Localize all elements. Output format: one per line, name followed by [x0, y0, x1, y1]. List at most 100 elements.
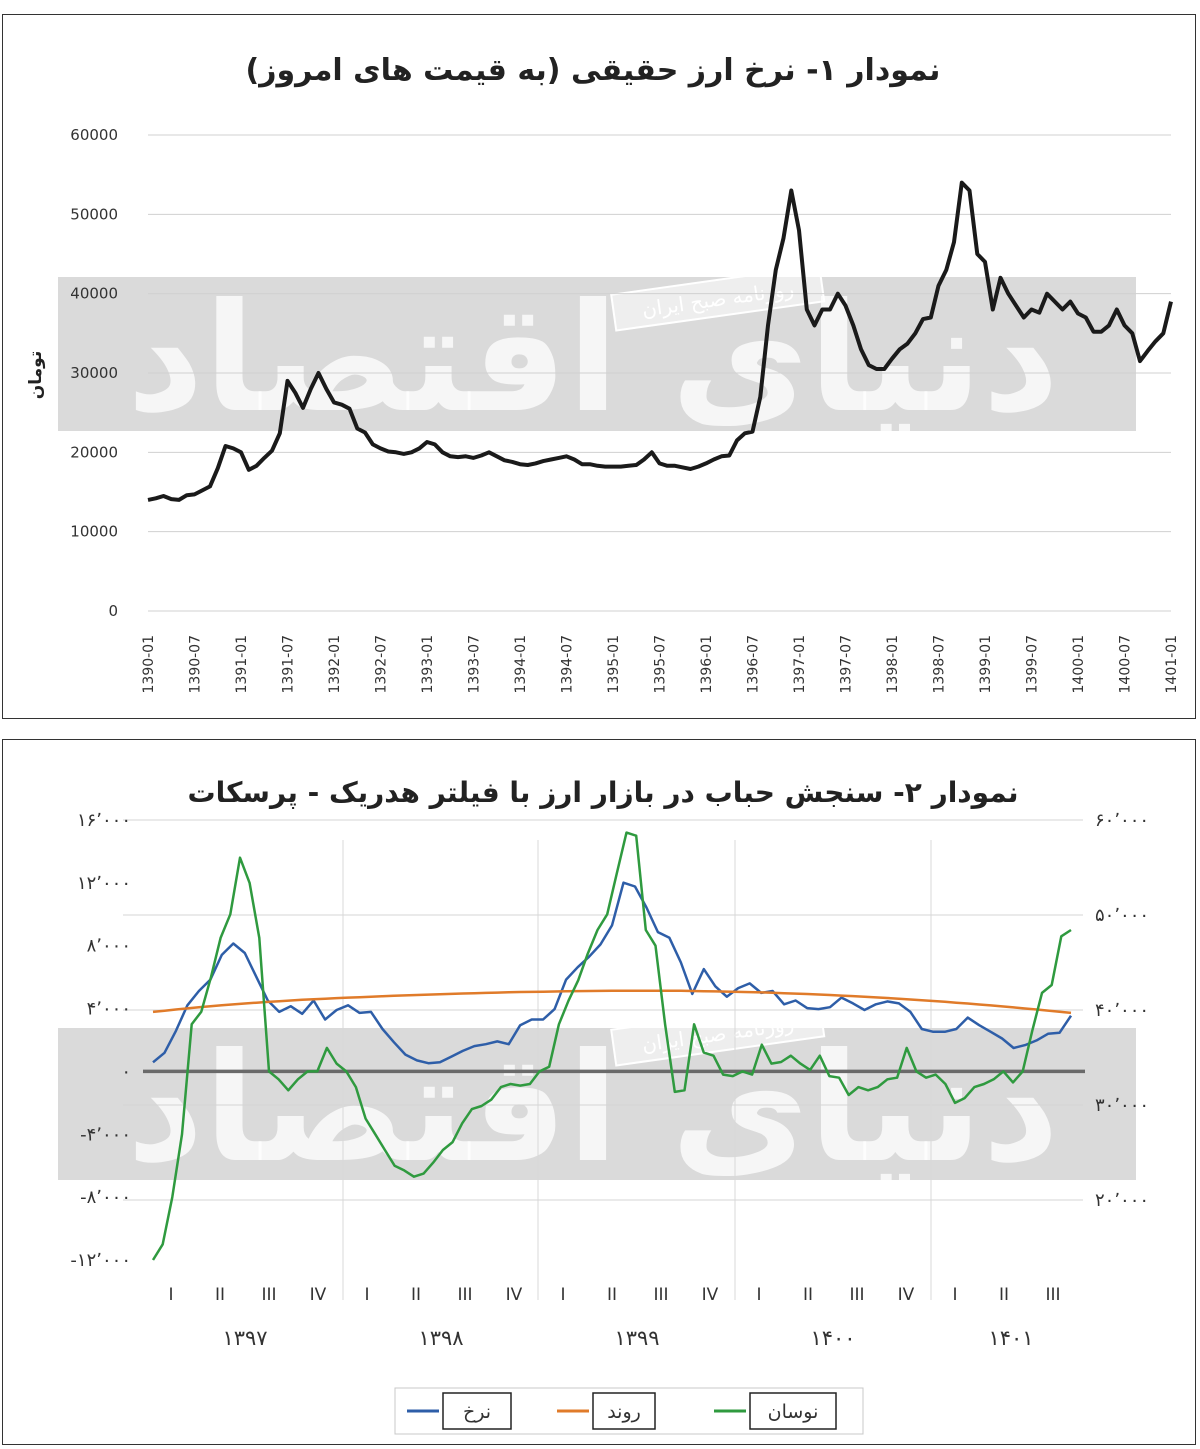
- x-tick-label: 1390-07: [188, 635, 204, 694]
- series-line-real-rate: [147, 180, 1173, 502]
- quarter-label: I: [168, 1285, 173, 1305]
- left-tick-label: -۱۲٬۰۰۰: [70, 1250, 131, 1271]
- chart-title: نمودار ۲- سنجش حباب در بازار ارز با فیلت…: [187, 776, 1018, 809]
- x-axis-ticks: 1390-01 1390-07 1391-01 1391-07 1392-01 1392-…: [141, 635, 1180, 694]
- right-tick-label: ۶۰٬۰۰۰: [1095, 810, 1149, 831]
- watermark-brand: دنیای اقتصاد: [127, 272, 1060, 446]
- quarter-label: IV: [506, 1285, 523, 1305]
- series-line-روند: [152, 989, 1072, 1015]
- watermark-band: [58, 1028, 1136, 1180]
- y-tick-label: 50000: [70, 205, 118, 223]
- x-tick-label: 1399-01: [978, 635, 994, 694]
- quarter-label: I: [560, 1285, 565, 1305]
- x-tick-label: 1395-07: [653, 635, 669, 694]
- left-tick-label: ۰: [121, 1061, 131, 1082]
- x-tick-label: 1392-07: [374, 635, 390, 694]
- left-axis-ticks: -۱۲٬۰۰۰ -۸٬۰۰۰ -۴٬۰۰۰ ۰ ۴٬۰۰۰ ۸٬۰۰۰ ۱۲٬۰۰۰ ۱۶٬۰…: [70, 810, 131, 1271]
- x-tick-label: 1394-01: [513, 635, 529, 694]
- watermark-brand: دنیای اقتصاد: [127, 1022, 1060, 1196]
- right-axis-ticks: ۲۰٬۰۰۰ ۳۰٬۰۰۰ ۴۰٬۰۰۰ ۵۰٬۰۰۰ ۶۰٬۰۰۰: [1095, 810, 1149, 1211]
- watermark: دنیای اقتصاد روزنامه صبح ایران: [58, 264, 1136, 446]
- quarter-label: II: [411, 1285, 421, 1305]
- y-tick-label: 40000: [70, 285, 118, 303]
- quarter-label: II: [999, 1285, 1009, 1305]
- year-label: ۱۳۹۸: [418, 1326, 463, 1350]
- x-tick-label: 1392-01: [327, 635, 343, 694]
- x-tick-label: 1398-07: [932, 635, 948, 694]
- year-label: ۱۳۹۹: [614, 1326, 659, 1350]
- quarter-label: III: [849, 1285, 864, 1305]
- y-axis-label: تومان: [26, 351, 46, 399]
- legend-label: نرخ: [463, 1401, 491, 1423]
- series-group: [151, 831, 1073, 1261]
- quarter-label: III: [653, 1285, 668, 1305]
- year-label: ۱۴۰۱: [988, 1326, 1033, 1350]
- series-group: [147, 180, 1173, 502]
- legend-box: [592, 1392, 656, 1430]
- gridlines: [123, 819, 1085, 1300]
- y-axis-ticks: 0 10000 20000 30000 40000 50000 60000: [70, 126, 118, 620]
- quarter-label: I: [756, 1285, 761, 1305]
- left-tick-label: ۸٬۰۰۰: [87, 936, 131, 957]
- x-tick-label: 1397-01: [792, 635, 808, 694]
- x-tick-label: 1396-07: [746, 635, 762, 694]
- x-tick-label: 1399-07: [1025, 635, 1041, 694]
- quarter-label: III: [1045, 1285, 1060, 1305]
- bubble-hp-filter-chart: دنیای اقتصاد روزنامه صبح ایران نمودار ۲-…: [58, 776, 1149, 1435]
- right-tick-label: ۴۰٬۰۰۰: [1095, 1000, 1149, 1021]
- quarter-label: II: [215, 1285, 225, 1305]
- right-tick-label: ۲۰٬۰۰۰: [1095, 1190, 1149, 1211]
- legend-label: نوسان: [768, 1401, 819, 1423]
- quarter-label: III: [261, 1285, 276, 1305]
- x-tick-label: 1400-01: [1071, 635, 1087, 694]
- x-tick-label: 1397-07: [839, 635, 855, 694]
- left-tick-label: -۸٬۰۰۰: [80, 1187, 131, 1208]
- series-line-نرخ: [152, 881, 1073, 1065]
- watermark: دنیای اقتصاد روزنامه صبح ایران: [58, 999, 1136, 1196]
- y-tick-label: 0: [108, 602, 118, 620]
- quarter-label: IV: [310, 1285, 327, 1305]
- right-tick-label: ۳۰٬۰۰۰: [1095, 1095, 1149, 1116]
- x-tick-label: 1390-01: [141, 635, 157, 694]
- quarter-label: IV: [898, 1285, 915, 1305]
- legend: نرخ روند نوسان: [394, 1387, 864, 1435]
- legend-box: [442, 1392, 512, 1430]
- x-tick-label: 1395-01: [606, 635, 622, 694]
- series-line-نوسان: [151, 831, 1072, 1261]
- x-tick-label: 1398-01: [885, 635, 901, 694]
- gridlines: [148, 134, 1171, 612]
- x-tick-label: 1393-07: [467, 635, 483, 694]
- right-tick-label: ۵۰٬۰۰۰: [1095, 905, 1149, 926]
- year-label: ۱۴۰۰: [810, 1326, 855, 1350]
- y-tick-label: 10000: [70, 523, 118, 541]
- x-tick-label: 1400-07: [1118, 635, 1134, 694]
- x-tick-label: 1396-01: [699, 635, 715, 694]
- watermark-band: [58, 277, 1136, 431]
- quarter-label: I: [952, 1285, 957, 1305]
- x-tick-label: 1391-07: [281, 635, 297, 694]
- y-tick-label: 60000: [70, 126, 118, 144]
- quarter-label: III: [457, 1285, 472, 1305]
- year-label: ۱۳۹۷: [222, 1326, 267, 1350]
- left-tick-label: ۱۲٬۰۰۰: [77, 873, 131, 894]
- y-tick-label: 30000: [70, 364, 118, 382]
- year-labels: ۱۳۹۷ ۱۳۹۸ ۱۳۹۹ ۱۴۰۰ ۱۴۰۱: [222, 1326, 1033, 1350]
- quarter-label: I: [364, 1285, 369, 1305]
- left-tick-label: -۴٬۰۰۰: [80, 1124, 131, 1145]
- x-tick-label: 1391-01: [234, 635, 250, 694]
- legend-box: [749, 1392, 837, 1430]
- chart-panel-real-exchange-rate: دنیای اقتصاد روزنامه صبح ایران نمودار ۱-…: [2, 14, 1196, 719]
- real-exchange-rate-chart: دنیای اقتصاد روزنامه صبح ایران نمودار ۱-…: [26, 53, 1180, 694]
- left-tick-label: ۱۶٬۰۰۰: [77, 810, 131, 831]
- x-tick-label: 1394-07: [560, 635, 576, 694]
- y-tick-label: 20000: [70, 443, 118, 461]
- left-tick-label: ۴٬۰۰۰: [87, 999, 131, 1020]
- quarter-labels: I II III IV I II III IV I II III IV I II III IV I II III: [168, 1285, 1060, 1305]
- quarter-label: IV: [702, 1285, 719, 1305]
- x-tick-label: 1393-01: [420, 635, 436, 694]
- chart-title: نمودار ۱- نرخ ارز حقیقی (به قیمت های امر…: [246, 53, 941, 88]
- quarter-label: II: [803, 1285, 813, 1305]
- quarter-label: II: [607, 1285, 617, 1305]
- legend-label: روند: [607, 1401, 641, 1423]
- x-tick-label: 1401-01: [1164, 635, 1180, 694]
